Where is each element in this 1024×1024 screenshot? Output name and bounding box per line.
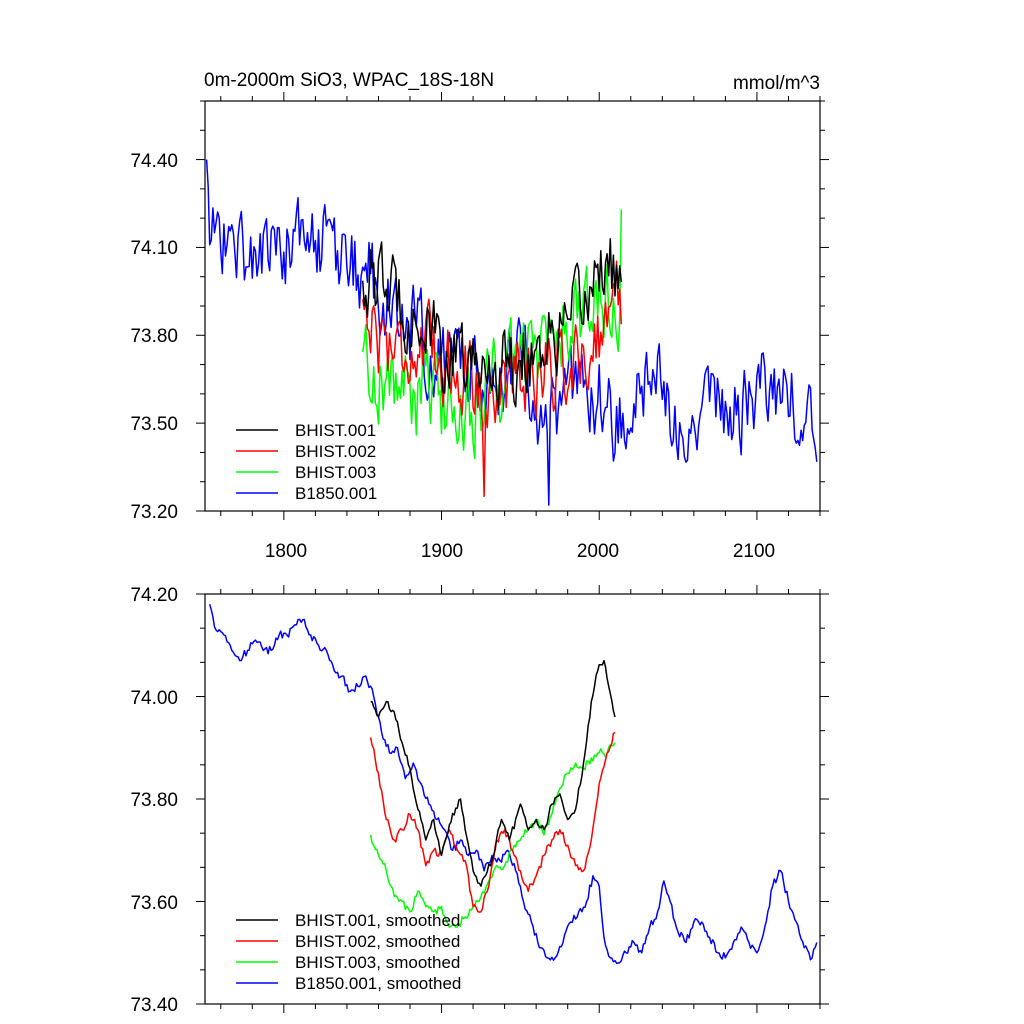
legend-label-bhist-001-smoothed: BHIST.001, smoothed bbox=[295, 911, 460, 930]
bottom-legend: BHIST.001, smoothed BHIST.002, smoothed … bbox=[236, 911, 461, 993]
top-x-tick-label: 2000 bbox=[577, 541, 619, 562]
bottom-y-tick-label: 74.00 bbox=[130, 688, 178, 709]
legend-label-bhist-001: BHIST.001 bbox=[295, 421, 376, 440]
top-x-tick-label: 2100 bbox=[733, 541, 775, 562]
top-legend: BHIST.001 BHIST.002 BHIST.003 B1850.001 bbox=[236, 421, 377, 503]
bottom-y-tick-label: 73.80 bbox=[130, 790, 178, 811]
top-chart-title: 0m-2000m SiO3, WPAC_18S-18N bbox=[204, 70, 494, 91]
top-chart-units: mmol/m^3 bbox=[733, 73, 820, 94]
top-series-group bbox=[205, 159, 818, 506]
series-line-bhist-002-smoothed bbox=[369, 731, 616, 913]
bottom-y-tick-labels: 73.40 73.60 73.80 74.00 74.20 bbox=[130, 585, 178, 1016]
series-line-bhist-001-smoothed bbox=[370, 659, 616, 887]
series-line-bhist-003-smoothed bbox=[369, 742, 616, 929]
top-x-tick-labels: 1800 1900 2000 2100 bbox=[265, 541, 775, 562]
top-x-tick-label: 1800 bbox=[265, 541, 307, 562]
legend-label-b1850-001-smoothed: B1850.001, smoothed bbox=[295, 974, 461, 993]
bottom-series-group bbox=[208, 603, 818, 964]
top-y-tick-label: 73.20 bbox=[130, 502, 178, 523]
top-y-tick-label: 74.40 bbox=[130, 151, 178, 172]
legend-label-bhist-002: BHIST.002 bbox=[295, 442, 376, 461]
top-axis-ticks bbox=[196, 92, 829, 520]
top-panel: 0m-2000m SiO3, WPAC_18S-18N mmol/m^3 73.… bbox=[130, 70, 829, 562]
legend-label-bhist-003-smoothed: BHIST.003, smoothed bbox=[295, 953, 460, 972]
bottom-panel: 73.40 73.60 73.80 74.00 74.20 BHIST.001,… bbox=[130, 585, 829, 1016]
series-line-bhist-001 bbox=[361, 238, 623, 410]
bottom-y-tick-label: 73.40 bbox=[130, 995, 178, 1016]
bottom-y-tick-label: 73.60 bbox=[130, 893, 178, 914]
legend-label-b1850-001: B1850.001 bbox=[295, 484, 377, 503]
top-y-tick-label: 74.10 bbox=[130, 238, 178, 259]
top-y-tick-label: 73.80 bbox=[130, 326, 178, 347]
legend-label-bhist-003: BHIST.003 bbox=[295, 463, 376, 482]
bottom-y-tick-label: 74.20 bbox=[130, 585, 178, 606]
series-line-bhist-002 bbox=[361, 260, 623, 498]
series-line-b1850-001-smoothed bbox=[208, 603, 818, 964]
top-y-tick-label: 73.50 bbox=[130, 414, 178, 435]
legend-label-bhist-002-smoothed: BHIST.002, smoothed bbox=[295, 932, 460, 951]
top-y-tick-labels: 73.20 73.50 73.80 74.10 74.40 bbox=[130, 151, 178, 523]
top-x-tick-label: 1900 bbox=[421, 541, 463, 562]
bottom-axis-ticks bbox=[196, 585, 829, 1013]
